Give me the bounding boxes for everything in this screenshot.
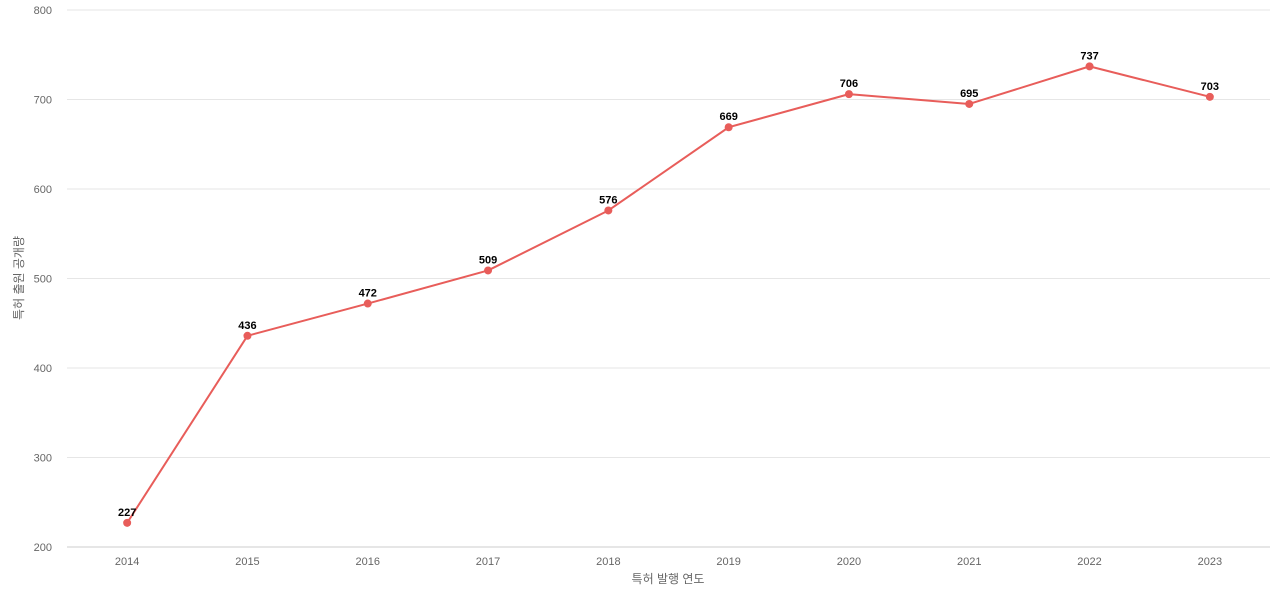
data-label: 227 [118,507,136,519]
data-point [1205,92,1214,101]
data-points [123,62,1214,527]
y-tick-label: 300 [34,453,52,465]
series-line [126,65,1211,524]
x-tick-label: 2022 [1077,556,1101,568]
data-point [123,518,132,527]
x-tick-label: 2018 [596,556,620,568]
data-point [965,99,974,108]
data-label: 703 [1201,81,1219,93]
data-point [724,123,733,132]
x-tick-label: 2014 [115,556,139,568]
data-label: 436 [238,320,256,332]
grid-lines [67,9,1270,548]
y-axis-ticks: 200 300 400 500 600 700 800 [34,5,52,554]
data-point [604,206,613,215]
data-point [844,90,853,99]
data-label: 669 [719,111,737,123]
data-point [1085,62,1094,71]
data-labels: 227 436 472 509 576 669 706 695 737 703 [118,50,1219,518]
y-tick-label: 600 [34,184,52,196]
data-label: 695 [960,88,978,100]
data-label: 706 [840,78,858,90]
data-point [243,331,252,340]
x-tick-label: 2017 [476,556,500,568]
data-label: 576 [599,194,617,206]
y-tick-label: 700 [34,95,52,107]
y-axis-title: 특허 출원 공개량 [12,236,26,320]
data-label: 737 [1080,50,1098,62]
y-tick-label: 400 [34,363,52,375]
series-line-group [126,65,1211,524]
data-label: 472 [359,288,377,300]
x-tick-label: 2020 [837,556,861,568]
y-tick-label: 200 [34,542,52,554]
y-tick-label: 800 [34,5,52,17]
x-tick-label: 2019 [716,556,740,568]
data-point [484,266,493,275]
data-label: 509 [479,254,497,266]
x-tick-label: 2016 [356,556,380,568]
y-tick-label: 500 [34,274,52,286]
x-tick-label: 2015 [235,556,259,568]
x-tick-label: 2021 [957,556,981,568]
data-point [363,299,372,308]
x-tick-label: 2023 [1198,556,1222,568]
x-axis-title: 특허 발행 연도 [632,571,705,586]
x-axis-ticks: 2014 2015 2016 2017 2018 2019 2020 2021 2022 2023 [115,556,1222,568]
